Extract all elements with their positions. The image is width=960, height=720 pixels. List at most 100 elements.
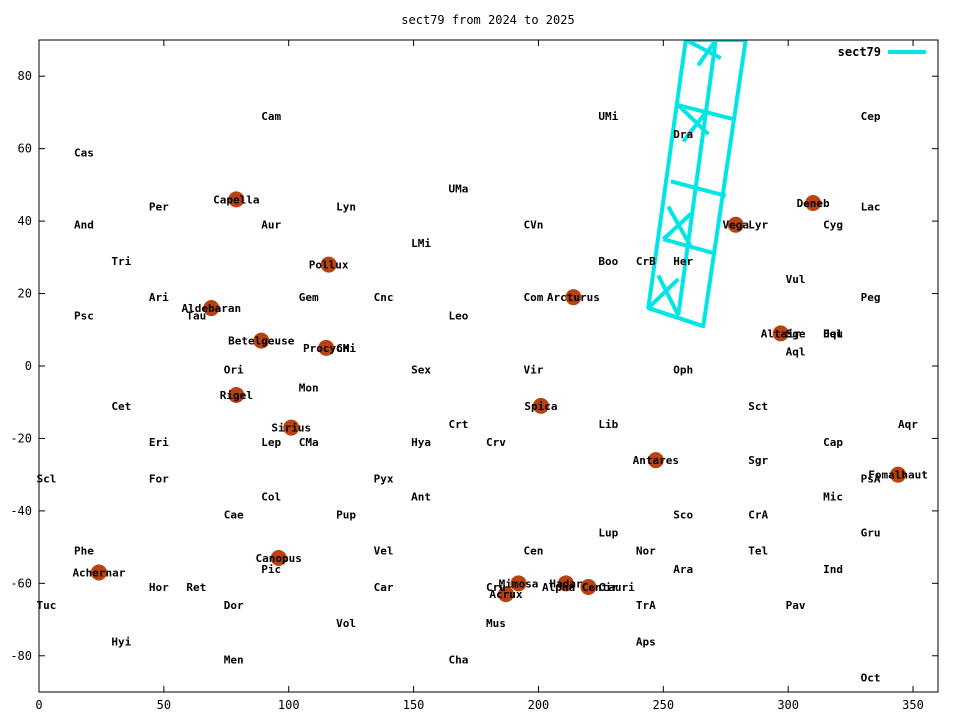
star-label: Altair: [761, 327, 801, 340]
constellation-label: Tel: [748, 545, 768, 558]
constellation-label: Aql: [786, 346, 806, 359]
constellation-label: Vel: [374, 545, 394, 558]
x-tick-label: 300: [777, 698, 799, 712]
star-marker: [228, 191, 245, 208]
y-tick-label: 60: [18, 142, 32, 156]
y-tick-label: 0: [25, 359, 32, 373]
star-marker: [270, 549, 287, 566]
constellation-label: Vol: [336, 617, 356, 630]
constellation-label: Cru: [486, 581, 506, 594]
star-label: Fomalhaut: [868, 469, 928, 482]
constellation-label: Ind: [823, 563, 843, 576]
constellation-label: Crv: [486, 436, 506, 449]
constellation-label: Mic: [823, 490, 843, 503]
sector-cross-line: [661, 212, 693, 241]
star-label: Hadar: [549, 577, 582, 590]
constellation-label: Cet: [111, 400, 131, 413]
constellation-label: Leo: [449, 309, 469, 322]
constellation-label: LMi: [411, 237, 431, 250]
chart-title: sect79 from 2024 to 2025: [401, 13, 574, 27]
constellation-label: Aur: [261, 219, 281, 232]
constellation-label: Gem: [299, 291, 319, 304]
constellation-label: Lac: [861, 201, 881, 214]
constellation-label: PsA: [861, 472, 881, 485]
star-marker: [580, 578, 597, 595]
y-tick-label: 80: [18, 69, 32, 83]
constellation-label: Lep: [261, 436, 281, 449]
constellation-label: Dra: [673, 128, 693, 141]
star-marker: [510, 575, 527, 592]
constellation-label: CMi: [336, 342, 356, 355]
star-label: Pollux: [309, 259, 349, 272]
constellation-label: Lyr: [748, 219, 768, 232]
y-tick-label: 20: [18, 287, 32, 301]
constellation-label: Del: [823, 327, 843, 340]
constellation-label: Mus: [486, 617, 506, 630]
star-marker: [557, 575, 574, 592]
constellation-label: Hya: [411, 436, 431, 449]
constellation-label: Lup: [598, 527, 618, 540]
constellation-label: Lib: [598, 418, 618, 431]
constellation-label: Scl: [37, 472, 57, 485]
constellation-label: Tri: [111, 255, 131, 268]
constellation-label: Cnc: [374, 291, 394, 304]
constellation-label: Sgr: [748, 454, 768, 467]
constellation-label: Lyn: [336, 201, 356, 214]
constellation-label: Sge: [786, 327, 806, 340]
constellation-label: Nor: [636, 545, 656, 558]
constellation-label: CMa: [299, 436, 319, 449]
star-marker: [805, 195, 822, 211]
sector-grid-line: [670, 179, 727, 198]
constellation-label: CrB: [636, 255, 656, 268]
constellation-label: Hor: [149, 581, 169, 594]
constellation-label: Oph: [673, 364, 693, 377]
constellation-label: Peg: [861, 291, 881, 304]
constellation-label: CrA: [748, 509, 768, 522]
y-tick-label: -20: [10, 431, 32, 445]
constellation-label: For: [149, 472, 169, 485]
constellation-label: Cir: [598, 581, 618, 594]
constellation-label: Aps: [636, 635, 656, 648]
constellation-label: Com: [523, 291, 543, 304]
star-marker: [320, 256, 337, 273]
sector-sect79: [646, 40, 748, 329]
star-marker: [727, 216, 744, 233]
sector-mid-rail: [676, 40, 718, 316]
star-label: Aldebaran: [182, 302, 242, 315]
star-marker: [890, 466, 907, 483]
x-tick-label: 250: [652, 698, 674, 712]
constellation-label: Vul: [786, 273, 806, 286]
constellation-label: Pic: [261, 563, 281, 576]
sector-cross-line: [666, 205, 693, 248]
constellation-label: Ara: [673, 563, 693, 576]
constellation-label: Boo: [598, 255, 618, 268]
constellation-label: Tau: [186, 309, 206, 322]
star-marker: [497, 586, 514, 603]
label-layer: Cam UMi Cep Cas Dra UMa Per Lyn Lac And Aur CVn Lyr C…: [37, 110, 928, 684]
y-tick-label: 40: [18, 214, 32, 228]
constellation-label: Cep: [861, 110, 881, 123]
star-marker: [532, 397, 549, 414]
x-tick-label: 150: [403, 698, 425, 712]
sector-cross-line: [646, 277, 680, 310]
star-label: Spica: [524, 400, 557, 413]
constellation-label: Phe: [74, 545, 94, 558]
star-label: Mimosa: [499, 577, 539, 590]
constellation-label: Equ: [823, 327, 843, 340]
star-marker: [253, 332, 270, 349]
constellation-label: Pyx: [374, 472, 394, 485]
constellation-label: Cen: [523, 545, 543, 558]
sector-cross-line: [681, 111, 708, 143]
constellation-label: Sct: [748, 400, 768, 413]
constellation-label: Dor: [224, 599, 244, 612]
star-marker: [318, 339, 335, 356]
sector-cross-line: [684, 40, 722, 60]
star-label: Deneb: [797, 197, 830, 210]
constellation-label: Cha: [449, 653, 469, 666]
constellation-label: Her: [673, 255, 693, 268]
constellation-label: Hyi: [111, 635, 131, 648]
star-layer: [90, 191, 907, 603]
legend: sect79: [838, 45, 926, 59]
sector-cross-line: [656, 274, 681, 317]
star-label: Rigel: [220, 389, 253, 402]
